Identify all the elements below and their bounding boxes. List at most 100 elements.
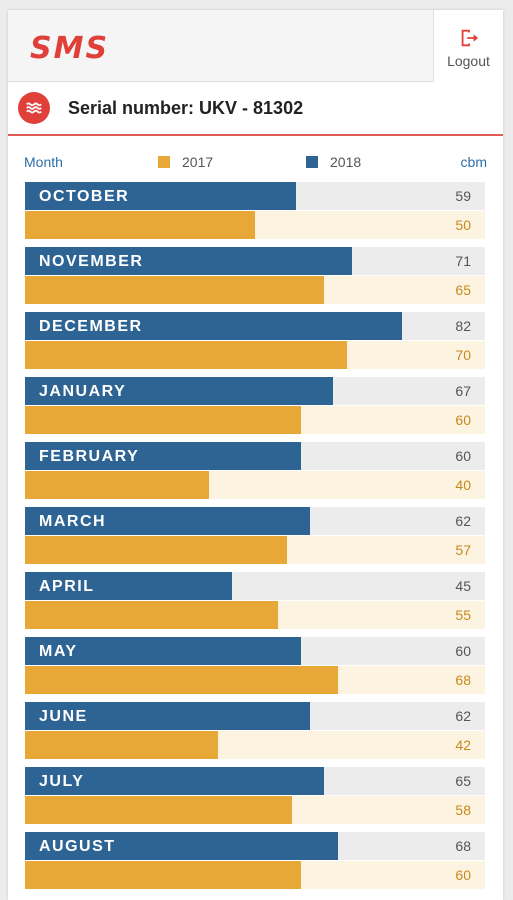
- month-row: NOVEMBER 71 65: [25, 247, 485, 305]
- value-2018: 59: [455, 188, 471, 204]
- value-2018: 65: [455, 773, 471, 789]
- bar-2017: [25, 406, 301, 434]
- month-row: MAY 60 68: [25, 637, 485, 695]
- month-name: AUGUST: [39, 838, 116, 855]
- bar-2018: [25, 312, 403, 340]
- value-2017: 55: [455, 607, 471, 623]
- value-2018: 71: [455, 253, 471, 269]
- bar-2018: [25, 507, 311, 535]
- legend-label-2017: 2017: [182, 154, 214, 170]
- month-row: MARCH 62 57: [25, 507, 485, 565]
- month-row: FEBRUARY 60 40: [25, 442, 485, 500]
- bar-track-2018: APRIL 45: [25, 572, 485, 600]
- value-2017: 57: [455, 542, 471, 558]
- app-window: SMS Logout Serial number: UKV - 81302 Mo…: [8, 10, 503, 900]
- value-2017: 60: [455, 412, 471, 428]
- bar-track-2018: JANUARY 67: [25, 377, 485, 405]
- value-2018: 82: [455, 318, 471, 334]
- bar-track-2017: 42: [25, 731, 485, 759]
- bar-track-2017: 65: [25, 276, 485, 304]
- bar-track-2017: 68: [25, 666, 485, 694]
- bar-track-2018: FEBRUARY 60: [25, 442, 485, 470]
- serial-number-title: Serial number: UKV - 81302: [68, 98, 304, 118]
- unit-label: cbm: [460, 154, 487, 170]
- legend-label-2018: 2018: [330, 154, 362, 170]
- month-row: DECEMBER 82 70: [25, 312, 485, 370]
- bar-2017: [25, 796, 292, 824]
- bar-2017: [25, 471, 209, 499]
- chart-legend: Month 2017 2018 cbm: [8, 136, 503, 182]
- bar-2017: [25, 341, 347, 369]
- month-name: MARCH: [39, 513, 107, 530]
- month-name: MAY: [39, 643, 78, 660]
- value-2018: 68: [455, 838, 471, 854]
- value-2017: 40: [455, 477, 471, 493]
- bar-2018: [25, 637, 301, 665]
- value-2017: 70: [455, 347, 471, 363]
- bar-track-2017: 60: [25, 406, 485, 434]
- month-name: FEBRUARY: [39, 448, 140, 465]
- logout-icon: [461, 29, 478, 47]
- bar-2018: [25, 247, 352, 275]
- top-bar: SMS Logout: [8, 10, 503, 82]
- bar-2017: [25, 666, 338, 694]
- value-2017: 65: [455, 282, 471, 298]
- bar-2017: [25, 861, 301, 889]
- value-2018: 60: [455, 448, 471, 464]
- legend-swatch-2017: [158, 156, 170, 168]
- value-2017: 50: [455, 217, 471, 233]
- month-row: JUNE 62 42: [25, 702, 485, 760]
- month-row: JULY 65 58: [25, 767, 485, 825]
- month-row: JANUARY 67 60: [25, 377, 485, 435]
- sms-logo: SMS: [30, 32, 107, 62]
- legend-swatch-2018: [306, 156, 318, 168]
- legend-item-2018: 2018: [306, 154, 361, 170]
- bar-track-2018: JUNE 62: [25, 702, 485, 730]
- bar-track-2018: AUGUST 68: [25, 832, 485, 860]
- bar-2017: [25, 276, 324, 304]
- legend-item-2017: 2017: [158, 154, 213, 170]
- bar-2018: [25, 572, 232, 600]
- bar-track-2018: MARCH 62: [25, 507, 485, 535]
- value-2017: 60: [455, 867, 471, 883]
- bar-track-2017: 58: [25, 796, 485, 824]
- month-name: JANUARY: [39, 383, 127, 400]
- bar-2018: [25, 832, 338, 860]
- month-name: OCTOBER: [39, 188, 130, 205]
- month-name: JUNE: [39, 708, 88, 725]
- bar-track-2017: 55: [25, 601, 485, 629]
- bar-2017: [25, 211, 255, 239]
- bar-2017: [25, 731, 219, 759]
- logout-button[interactable]: Logout: [433, 10, 503, 82]
- bar-track-2018: NOVEMBER 71: [25, 247, 485, 275]
- bar-track-2018: DECEMBER 82: [25, 312, 485, 340]
- month-row: APRIL 45 55: [25, 572, 485, 630]
- logout-label: Logout: [447, 53, 490, 69]
- value-2018: 62: [455, 513, 471, 529]
- value-2018: 67: [455, 383, 471, 399]
- bar-track-2017: 40: [25, 471, 485, 499]
- bar-track-2017: 50: [25, 211, 485, 239]
- bar-2017: [25, 601, 278, 629]
- bar-track-2018: JULY 65: [25, 767, 485, 795]
- water-waves-icon: [18, 92, 50, 124]
- bar-track-2017: 60: [25, 861, 485, 889]
- bar-track-2018: OCTOBER 59: [25, 182, 485, 210]
- month-name: NOVEMBER: [39, 253, 144, 270]
- bar-track-2017: 57: [25, 536, 485, 564]
- month-name: APRIL: [39, 578, 95, 595]
- bar-2017: [25, 536, 288, 564]
- month-name: JULY: [39, 773, 85, 790]
- bar-track-2017: 70: [25, 341, 485, 369]
- bar-2018: [25, 182, 297, 210]
- bar-2018: [25, 702, 311, 730]
- month-bar-list: OCTOBER 59 50 NOVEMBER 71 65 DECEMBER 82 70 JANUA…: [8, 182, 503, 890]
- bar-2018: [25, 377, 334, 405]
- value-2018: 60: [455, 643, 471, 659]
- month-column-label: Month: [24, 154, 63, 170]
- month-row: OCTOBER 59 50: [25, 182, 485, 240]
- value-2018: 45: [455, 578, 471, 594]
- value-2017: 68: [455, 672, 471, 688]
- month-row: AUGUST 68 60: [25, 832, 485, 890]
- value-2017: 58: [455, 802, 471, 818]
